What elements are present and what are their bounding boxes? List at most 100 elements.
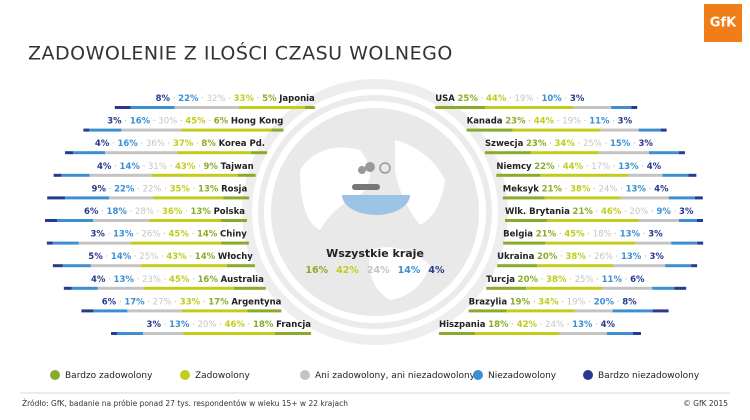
bar-segment — [73, 151, 106, 155]
bar-segment — [149, 219, 222, 222]
bar-segment — [61, 173, 90, 177]
separator: · — [613, 252, 621, 262]
value-label: 18% — [488, 320, 509, 330]
bar-segment — [275, 332, 312, 335]
separator: · — [140, 161, 148, 171]
value-label: 18% — [107, 207, 128, 217]
value-label: 27% — [153, 297, 172, 307]
value-label: 22% — [114, 184, 135, 194]
row-label: 3% · 13% · 20% · 46% · 18% Francja — [147, 320, 312, 330]
country-name: Argentyna — [231, 297, 281, 307]
bar-segment — [506, 309, 575, 313]
bar-segment — [537, 264, 614, 268]
separator: · — [583, 161, 591, 171]
bar-segment — [678, 219, 697, 222]
separator: · — [612, 229, 620, 239]
legend-swatch — [473, 370, 483, 380]
separator: · — [639, 161, 647, 171]
value-label: 11% — [602, 274, 623, 284]
value-label: 20% — [537, 252, 558, 262]
separator: · — [154, 207, 162, 217]
value-label: 3% — [107, 116, 122, 126]
row-label: Wlk. Brytania 21% · 46% · 20% · 9% · 3% — [505, 207, 694, 217]
bar-segment — [238, 106, 305, 109]
value-label: 13% — [114, 274, 135, 284]
separator: · — [254, 94, 262, 104]
country-name: Szwecja — [485, 139, 524, 149]
separator: · — [562, 184, 570, 194]
bar-segment — [52, 241, 79, 245]
separator: · — [172, 297, 180, 307]
separator: · — [581, 116, 589, 126]
value-label: 45% — [169, 229, 190, 239]
separator: · — [103, 252, 111, 262]
value-label: 23% — [142, 274, 161, 284]
country-name: Rosja — [221, 184, 247, 194]
bar-segment — [526, 286, 603, 290]
row-label: 6% · 17% · 27% · 33% · 17% Argentyna — [102, 297, 282, 307]
value-label: 14% — [398, 265, 421, 276]
bar-segment — [143, 286, 234, 290]
value-label: 13% — [191, 207, 212, 217]
bar-segment — [502, 196, 545, 200]
value-label: 4% — [647, 161, 662, 171]
value-label: 33% — [180, 297, 201, 307]
bar-segment — [435, 106, 486, 109]
bar-segment — [174, 106, 239, 109]
bar-segment — [544, 196, 621, 200]
value-label: 3% — [618, 116, 633, 126]
value-label: 46% — [225, 320, 246, 330]
value-label: 3% — [638, 139, 653, 149]
bar-segment — [90, 264, 141, 268]
separator: · — [158, 252, 166, 262]
legend-swatch — [180, 370, 190, 380]
separator: · — [182, 207, 190, 217]
bar-segment — [468, 309, 507, 313]
bar-segment — [177, 151, 252, 155]
country-name: Belgia — [503, 229, 533, 239]
country-name: Kanada — [467, 116, 503, 126]
bar-segment — [143, 332, 184, 335]
separator: · — [206, 116, 214, 126]
bar-segment — [503, 241, 546, 245]
row-label: 3% · 13% · 26% · 45% · 14% Chiny — [90, 229, 247, 239]
separator: · — [594, 274, 602, 284]
copyright: © GfK 2015 — [683, 399, 728, 408]
country-name: Ukraina — [497, 252, 534, 262]
country-name: Turcja — [486, 274, 515, 284]
bar-segment — [696, 219, 703, 222]
separator: · — [559, 297, 567, 307]
value-label: 38% — [570, 184, 591, 194]
logo: GfK — [710, 16, 737, 31]
bar-segment — [678, 151, 685, 155]
value-label: 6% — [630, 274, 645, 284]
separator: · — [134, 184, 142, 194]
bar-segment — [512, 128, 601, 132]
country-name: Meksyk — [503, 184, 539, 194]
row-label: 4% · 16% · 36% · 37% · 8% Korea Pd. — [95, 139, 265, 149]
legend-swatch — [300, 370, 310, 380]
value-label: 13% — [113, 229, 134, 239]
bar-segment — [63, 286, 72, 290]
value-label: 5% — [262, 94, 277, 104]
bar-segment — [271, 128, 284, 132]
separator: · — [122, 116, 130, 126]
value-label: 36% — [162, 207, 183, 217]
bar-segment — [140, 264, 227, 268]
logo-box — [704, 4, 742, 42]
separator: · — [617, 184, 625, 194]
bar-segment — [47, 196, 66, 200]
value-label: 4% — [97, 161, 112, 171]
bar-segment — [304, 106, 315, 109]
value-label: 5% — [88, 252, 103, 262]
bar-segment — [598, 151, 649, 155]
bar-segment — [613, 264, 666, 268]
country-name: Chiny — [220, 229, 247, 239]
bar-segment — [57, 219, 94, 222]
country-name: Japonia — [278, 94, 315, 104]
separator: · — [161, 320, 169, 330]
separator: · — [165, 139, 173, 149]
separator: · — [161, 274, 169, 284]
value-label: 18% — [253, 320, 274, 330]
separator: · — [586, 252, 594, 262]
